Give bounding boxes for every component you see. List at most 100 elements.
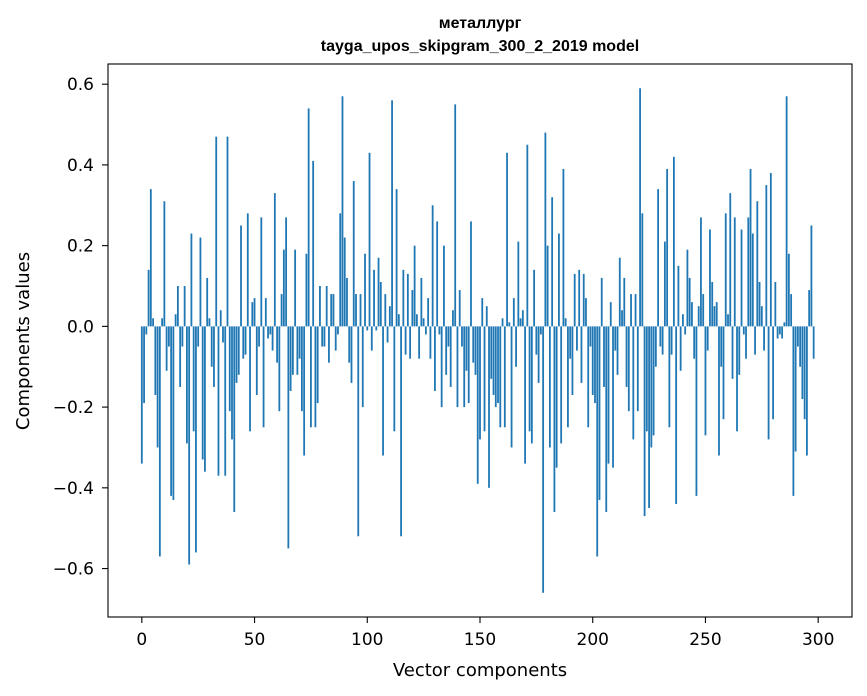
- bar: [607, 326, 610, 464]
- bar: [806, 326, 808, 456]
- bar: [627, 326, 630, 412]
- bar: [404, 326, 407, 355]
- bar: [282, 249, 285, 327]
- bar: [388, 306, 391, 327]
- bar: [334, 326, 337, 351]
- bar: [249, 326, 251, 432]
- bar: [386, 326, 389, 343]
- bar: [251, 302, 254, 327]
- bar: [508, 322, 511, 327]
- bar: [639, 88, 641, 327]
- bar: [569, 326, 572, 359]
- bar: [262, 326, 265, 428]
- bar: [794, 326, 797, 452]
- bar: [799, 326, 802, 367]
- bar: [183, 286, 186, 327]
- bar: [754, 326, 756, 355]
- bar: [352, 181, 355, 327]
- bar: [515, 326, 517, 367]
- bar: [332, 294, 335, 327]
- bar: [494, 326, 497, 408]
- bar: [499, 326, 502, 428]
- bar: [258, 326, 260, 347]
- bar: [526, 144, 529, 327]
- bar: [614, 326, 617, 351]
- bar: [598, 326, 601, 500]
- bar: [303, 326, 306, 456]
- bar: [668, 326, 671, 428]
- bar: [397, 314, 400, 327]
- bar: [467, 326, 470, 404]
- bar: [289, 326, 292, 391]
- bar: [544, 132, 547, 327]
- bar: [763, 326, 765, 351]
- x-tick-label: 50: [244, 630, 266, 650]
- bar: [427, 298, 430, 327]
- bar: [145, 326, 148, 335]
- bar: [269, 326, 272, 335]
- bar: [210, 326, 213, 367]
- bar: [605, 326, 608, 513]
- bar: [190, 233, 193, 327]
- y-tick-label: 0.0: [67, 317, 94, 337]
- bar: [325, 286, 328, 327]
- bar: [772, 326, 774, 420]
- y-axis-ticks: −0.6 −0.4 −0.2 0.0 0.2 0.4 0.6: [53, 75, 108, 580]
- bar: [580, 326, 583, 383]
- bar: [176, 286, 179, 327]
- bar: [237, 326, 240, 375]
- y-tick-label: 0.4: [67, 156, 94, 176]
- bar: [186, 326, 188, 444]
- bar: [167, 326, 170, 347]
- bar: [420, 277, 423, 327]
- bar: [679, 326, 682, 371]
- bar: [359, 294, 362, 327]
- bar: [501, 318, 504, 327]
- bar: [192, 326, 195, 432]
- bar: [672, 156, 675, 327]
- bar: [319, 286, 321, 327]
- bar: [402, 269, 405, 327]
- bar: [253, 298, 256, 327]
- bar: [801, 326, 804, 400]
- bar: [747, 217, 750, 327]
- bar: [440, 326, 443, 408]
- bar: [188, 326, 191, 565]
- bar: [492, 326, 495, 395]
- bar: [215, 136, 218, 327]
- bar: [213, 326, 215, 387]
- bar: [393, 326, 396, 432]
- bar: [790, 294, 793, 327]
- bar: [727, 314, 729, 327]
- bar: [700, 217, 702, 327]
- bar: [368, 152, 371, 327]
- bar: [204, 326, 206, 472]
- bar: [553, 326, 556, 513]
- bar: [616, 326, 619, 375]
- bar: [562, 168, 565, 327]
- bar: [713, 306, 716, 327]
- bar: [558, 233, 560, 327]
- bar: [364, 253, 366, 327]
- bar: [654, 326, 657, 367]
- bar: [339, 213, 342, 327]
- bar: [361, 326, 364, 408]
- bar: [510, 326, 513, 448]
- bar: [294, 249, 297, 327]
- bar: [357, 326, 360, 537]
- bar: [316, 326, 319, 404]
- y-tick-label: −0.4: [53, 479, 94, 499]
- bar: [443, 245, 445, 327]
- bar: [596, 326, 599, 557]
- bar: [242, 326, 245, 359]
- bar: [612, 326, 614, 468]
- bar: [255, 326, 258, 395]
- bar: [517, 241, 520, 327]
- bar: [170, 326, 173, 496]
- bar: [391, 100, 393, 327]
- bar: [742, 326, 745, 335]
- bar: [555, 326, 558, 468]
- bar: [206, 277, 209, 327]
- bar: [506, 152, 508, 327]
- bar: [521, 310, 524, 327]
